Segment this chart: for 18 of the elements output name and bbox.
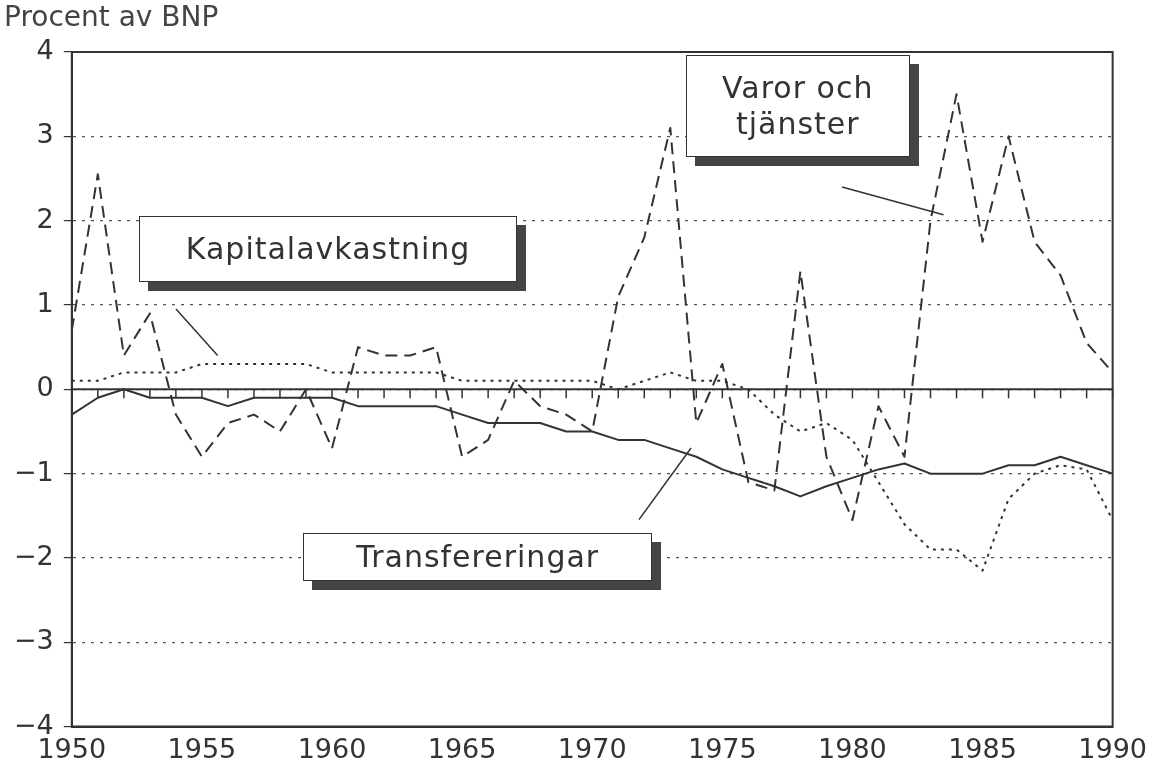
y-tick-label: −3 (13, 624, 54, 656)
x-tick-label: 1960 (297, 732, 367, 764)
y-tick-label: 3 (36, 118, 54, 150)
series-label: Varor och tjänster (721, 70, 875, 143)
y-tick-label: 0 (36, 371, 54, 403)
x-tick-label: 1955 (167, 732, 237, 764)
y-tick-label: 4 (36, 34, 54, 66)
y-axis-title: Procent av BNP (4, 0, 219, 33)
y-tick-label: 1 (36, 286, 54, 318)
y-tick-label: −1 (13, 455, 54, 487)
y-tick-label: 2 (36, 202, 54, 234)
y-tick-label: −2 (13, 539, 54, 571)
x-tick-label: 1985 (948, 732, 1017, 764)
x-tick-label: 1970 (557, 732, 627, 764)
x-tick-label: 1980 (818, 732, 887, 764)
x-tick-label: 1965 (427, 732, 497, 764)
x-tick-label: 1975 (687, 732, 757, 764)
x-tick-label: 1990 (1078, 732, 1147, 764)
